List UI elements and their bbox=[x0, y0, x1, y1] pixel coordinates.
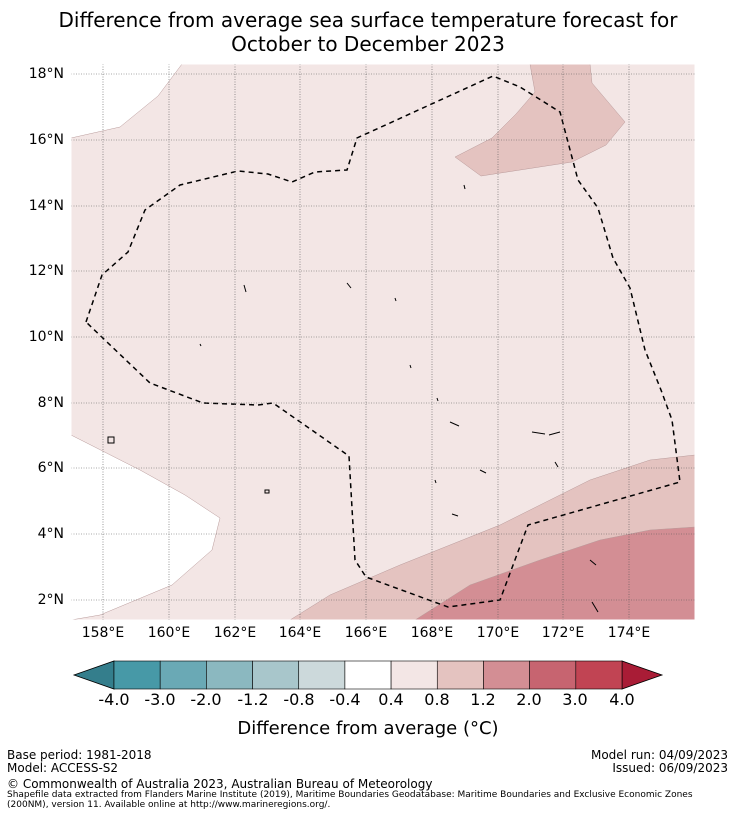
longitude-label: 164°E bbox=[278, 625, 322, 641]
island bbox=[436, 397, 439, 402]
below-threshold-area-northwest bbox=[71, 64, 183, 139]
island bbox=[591, 601, 599, 613]
island bbox=[434, 479, 437, 484]
island bbox=[409, 364, 412, 369]
island bbox=[531, 431, 546, 435]
gridlines bbox=[71, 64, 695, 620]
model-name: Model: ACCESS-S2 bbox=[7, 761, 119, 775]
longitude-label: 162°E bbox=[213, 625, 257, 641]
island bbox=[554, 461, 559, 468]
anomaly-band-1-2-2-0 bbox=[414, 526, 695, 620]
map-frame bbox=[70, 63, 696, 621]
latitude-label: 10°N bbox=[28, 329, 64, 345]
colorbar-tick-label: -4.0 bbox=[98, 690, 130, 709]
island bbox=[199, 343, 202, 347]
colorbar-under-arrow bbox=[72, 660, 115, 690]
colorbar-tick-label: -2.0 bbox=[190, 690, 222, 709]
longitude-label: 158°E bbox=[81, 625, 125, 641]
copyright: © Commonwealth of Australia 2023, Austra… bbox=[7, 777, 433, 791]
island bbox=[449, 421, 460, 427]
latitude-label: 18°N bbox=[28, 66, 64, 82]
colorbar-segment bbox=[575, 660, 623, 690]
colorbar-segment bbox=[483, 660, 530, 690]
colorbar bbox=[72, 660, 664, 690]
island bbox=[463, 184, 466, 190]
latitude-label: 6°N bbox=[37, 460, 64, 476]
longitude-label: 168°E bbox=[410, 625, 454, 641]
island bbox=[451, 513, 459, 517]
island bbox=[394, 297, 397, 302]
island bbox=[107, 436, 115, 444]
colorbar-tick-label: -1.2 bbox=[237, 690, 269, 709]
latitude-label: 4°N bbox=[37, 526, 64, 542]
colorbar-tick-label: 0.8 bbox=[424, 690, 450, 709]
shapefile-credit-line-1: Shapefile data extracted from Flanders M… bbox=[7, 790, 693, 800]
colorbar-segment bbox=[529, 660, 577, 690]
longitude-label: 170°E bbox=[476, 625, 520, 641]
latitude-label: 14°N bbox=[28, 198, 64, 214]
colorbar-segment bbox=[159, 660, 207, 690]
model-run: Model run: 04/09/2023 bbox=[590, 748, 728, 762]
shapefile-credit-line-2: (200NM), version 11. Available online at… bbox=[7, 800, 331, 810]
colorbar-tick-label: -0.4 bbox=[329, 690, 361, 709]
colorbar-segment bbox=[390, 660, 438, 690]
islands bbox=[107, 184, 599, 613]
island bbox=[243, 284, 247, 293]
latitude-label: 12°N bbox=[28, 263, 64, 279]
colorbar-over-arrow bbox=[621, 660, 664, 690]
longitude-label: 174°E bbox=[607, 625, 651, 641]
colorbar-title: Difference from average (°C) bbox=[237, 718, 499, 739]
latitude-label: 16°N bbox=[28, 132, 64, 148]
colorbar-tick-label: 4.0 bbox=[609, 690, 635, 709]
island bbox=[479, 469, 487, 474]
colorbar-segment bbox=[344, 660, 392, 690]
island bbox=[346, 282, 352, 289]
colorbar-segment bbox=[206, 660, 253, 690]
island bbox=[589, 559, 597, 566]
colorbar-tick-label: 3.0 bbox=[562, 690, 588, 709]
title-line-1: Difference from average sea surface temp… bbox=[58, 8, 678, 32]
colorbar-segment bbox=[436, 660, 484, 690]
latitude-label: 8°N bbox=[37, 395, 64, 411]
longitude-label: 172°E bbox=[541, 625, 585, 641]
island bbox=[548, 431, 561, 436]
below-threshold-area-southwest bbox=[71, 434, 221, 620]
title-line-2: October to December 2023 bbox=[231, 32, 505, 56]
anomaly-band-0-8-1-2-northeast bbox=[454, 64, 626, 177]
longitude-label: 166°E bbox=[344, 625, 388, 641]
colorbar-tick-label: -0.8 bbox=[283, 690, 315, 709]
island bbox=[264, 489, 270, 494]
latitude-label: 2°N bbox=[37, 592, 64, 608]
colorbar-tick-label: 2.0 bbox=[516, 690, 542, 709]
colorbar-segment bbox=[113, 660, 161, 690]
colorbar-tick-label: 0.4 bbox=[378, 690, 404, 709]
colorbar-tick-label: -3.0 bbox=[144, 690, 176, 709]
colorbar-segment bbox=[298, 660, 346, 690]
base-period: Base period: 1981-2018 bbox=[7, 748, 152, 762]
colorbar-tick-label: 1.2 bbox=[470, 690, 496, 709]
issued-date: Issued: 06/09/2023 bbox=[612, 761, 728, 775]
colorbar-segment bbox=[252, 660, 300, 690]
longitude-label: 160°E bbox=[147, 625, 191, 641]
